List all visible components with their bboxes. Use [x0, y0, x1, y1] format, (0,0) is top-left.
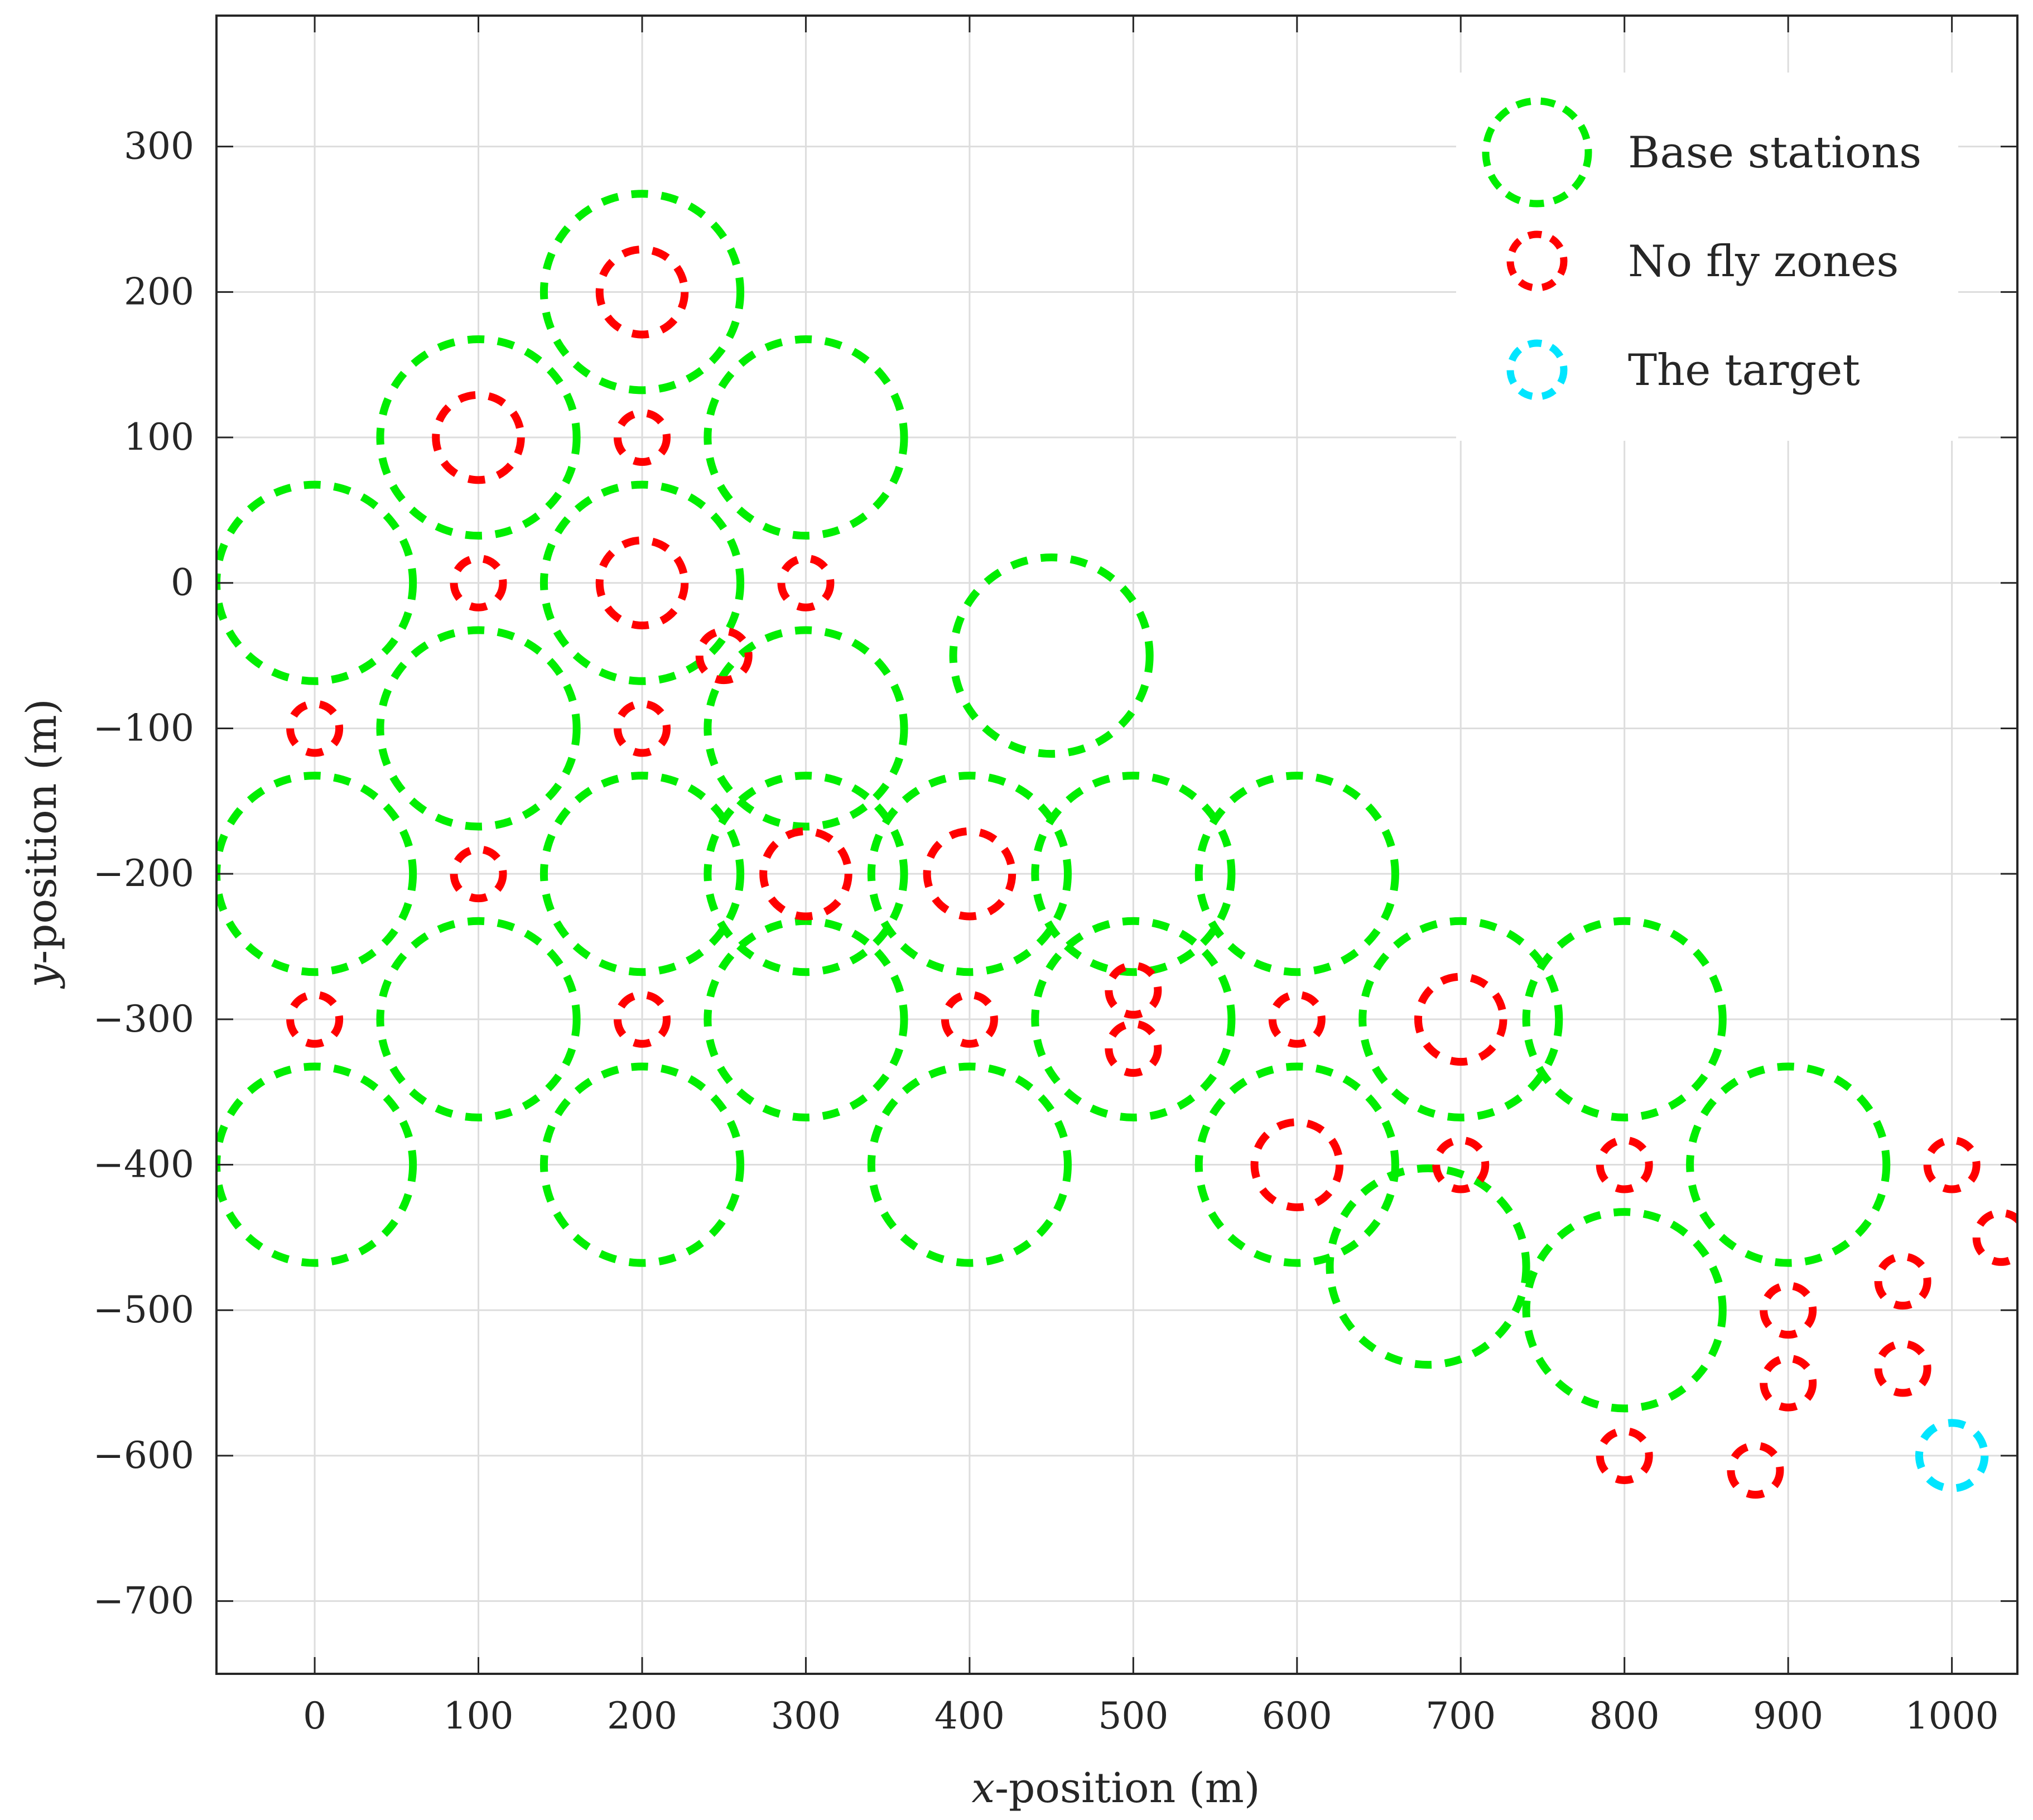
base-stations-circle: [867, 772, 1072, 976]
no-fly-zones-circle: [923, 827, 1017, 921]
x-tick-label: 200: [607, 1694, 677, 1737]
y-tick-label: −600: [93, 1434, 194, 1477]
series-no-fly-zones: [286, 245, 2017, 1499]
y-tick-label: −300: [93, 998, 194, 1041]
legend: Base stations No fly zones The target: [1456, 73, 1958, 441]
series-the-target: [1915, 1419, 1989, 1492]
base-stations-circle: [1031, 917, 1236, 1121]
y-tick-label: −400: [93, 1143, 194, 1186]
base-stations-circle: [1358, 917, 1563, 1121]
base-stations-circle: [867, 1062, 1072, 1267]
y-tick-label: −200: [93, 852, 194, 895]
the-target-circle: [1915, 1419, 1989, 1492]
y-tick-label: 200: [124, 270, 194, 313]
y-tick-label: 300: [124, 125, 194, 168]
no-fly-zones-circle: [432, 391, 525, 484]
y-tick-label: 0: [171, 561, 194, 604]
legend-label-no-fly-zones: No fly zones: [1628, 237, 1899, 287]
base-stations-circle: [1194, 772, 1399, 976]
no-fly-zones-circle: [1250, 1118, 1344, 1211]
no-fly-zones-circle: [941, 990, 998, 1048]
no-fly-zones-circle: [595, 245, 689, 339]
x-tick-label: 400: [934, 1694, 1005, 1737]
base-stations-circle: [704, 772, 908, 976]
no-fly-zones-circle: [1105, 961, 1162, 1019]
base-stations-circle: [539, 480, 745, 685]
legend-swatch-the-target: [1506, 339, 1568, 401]
no-fly-zones-circle: [595, 536, 689, 630]
base-stations-circle: [539, 772, 745, 976]
no-fly-zones-circle: [286, 990, 344, 1048]
no-fly-zones-circle: [1874, 1340, 1931, 1397]
no-fly-zones-circle: [1923, 1136, 1981, 1193]
y-tick-label: 100: [124, 416, 194, 459]
no-fly-zones-circle: [759, 827, 852, 921]
no-fly-zones-circle: [1596, 1427, 1653, 1484]
no-fly-zones-circle: [1432, 1136, 1490, 1193]
no-fly-zones-circle: [1874, 1253, 1931, 1310]
no-fly-zones-circle: [450, 554, 507, 612]
base-stations-circle: [1031, 772, 1236, 976]
no-fly-zones-circle: [1760, 1354, 1817, 1412]
no-fly-zones-circle: [1596, 1136, 1653, 1193]
x-tick-label: 700: [1425, 1694, 1496, 1737]
base-stations-circle: [1326, 1164, 1530, 1369]
no-fly-zones-circle: [286, 700, 344, 757]
plot-frame: [215, 15, 2018, 1675]
no-fly-zones-circle: [1414, 972, 1507, 1066]
base-stations-circle: [704, 335, 908, 540]
y-tick-label: −500: [93, 1288, 194, 1331]
no-fly-zones-circle: [777, 554, 835, 612]
base-stations-circle: [376, 917, 581, 1121]
y-tick-label: −100: [93, 706, 194, 749]
legend-swatch-base-stations: [1482, 97, 1592, 208]
no-fly-zones-circle: [1105, 1019, 1162, 1077]
no-fly-zones-circle: [613, 700, 671, 757]
x-tick-label: 300: [770, 1694, 841, 1737]
base-stations-circle: [949, 553, 1154, 758]
x-tick-label: 1000: [1905, 1694, 1999, 1737]
no-fly-zones-circle: [1268, 990, 1326, 1048]
base-stations-circle: [1522, 917, 1727, 1121]
no-fly-zones-circle: [1760, 1282, 1817, 1339]
x-tick-label: 800: [1589, 1694, 1660, 1737]
no-fly-zones-circle: [613, 990, 671, 1048]
no-fly-zones-circle: [613, 409, 671, 466]
legend-box: [1456, 73, 1958, 441]
base-stations-circle: [1686, 1062, 1891, 1267]
base-stations-circle: [539, 1062, 745, 1267]
base-stations-circle: [376, 626, 581, 831]
base-stations-circle: [704, 917, 908, 1121]
base-stations-circle: [704, 626, 908, 831]
y-axis-title: y-position (m): [18, 699, 66, 989]
x-tick-label: 600: [1262, 1694, 1332, 1737]
base-stations-circle: [539, 190, 745, 394]
y-tick-label: −700: [93, 1580, 194, 1622]
axis-ticks: 0 100 200 300 400 500 600 700 800 900 100030020010…: [93, 16, 2017, 1737]
x-tick-label: 100: [444, 1694, 514, 1737]
no-fly-zones-circle: [450, 845, 507, 903]
no-fly-zones-circle: [1727, 1441, 1784, 1499]
base-stations-circle: [376, 335, 581, 540]
legend-label-the-target: The target: [1628, 345, 1860, 396]
legend-label-base-stations: Base stations: [1628, 128, 1921, 178]
base-stations-circle: [1522, 1208, 1727, 1413]
no-fly-zones-circle: [1972, 1208, 2017, 1266]
x-tick-label: 900: [1753, 1694, 1823, 1737]
base-stations-circle: [1194, 1062, 1399, 1267]
x-axis-title: x-position (m): [971, 1764, 1260, 1812]
x-tick-label: 500: [1098, 1694, 1168, 1737]
x-tick-label: 0: [303, 1694, 326, 1737]
legend-swatch-no-fly-zones: [1506, 230, 1568, 292]
no-fly-zones-circle: [695, 627, 753, 685]
